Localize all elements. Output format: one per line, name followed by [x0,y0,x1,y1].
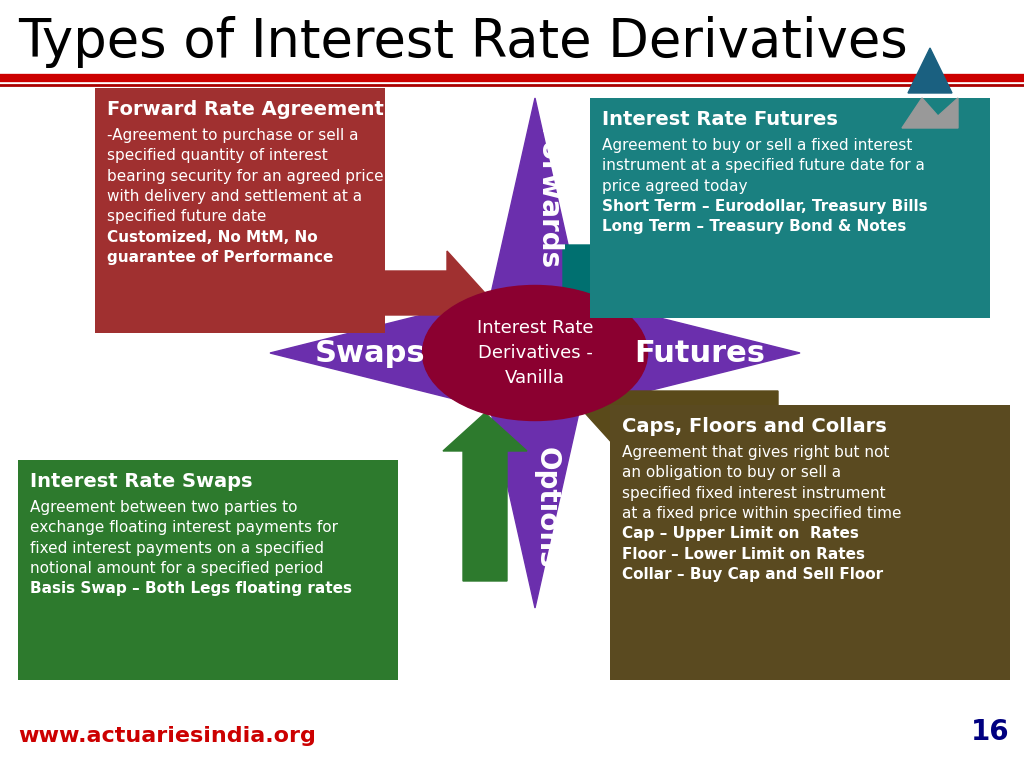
Text: specified fixed interest instrument: specified fixed interest instrument [622,485,886,501]
Text: Floor – Lower Limit on Rates: Floor – Lower Limit on Rates [622,547,865,561]
Polygon shape [543,245,627,413]
Text: notional amount for a specified period: notional amount for a specified period [30,561,324,576]
Text: 16: 16 [972,718,1010,746]
Text: guarantee of Performance: guarantee of Performance [106,250,334,265]
Text: at a fixed price within specified time: at a fixed price within specified time [622,506,901,521]
Text: Short Term – Eurodollar, Treasury Bills: Short Term – Eurodollar, Treasury Bills [602,199,928,214]
Text: Collar – Buy Cap and Sell Floor: Collar – Buy Cap and Sell Floor [622,567,883,582]
Polygon shape [585,371,778,455]
FancyBboxPatch shape [95,88,385,333]
Text: Types of Interest Rate Derivatives: Types of Interest Rate Derivatives [18,16,907,68]
Text: fixed interest payments on a specified: fixed interest payments on a specified [30,541,324,556]
Text: bearing security for an agreed price: bearing security for an agreed price [106,169,384,184]
Polygon shape [908,48,952,93]
Polygon shape [292,251,485,335]
Ellipse shape [423,286,647,421]
Text: Long Term – Treasury Bond & Notes: Long Term – Treasury Bond & Notes [602,220,906,234]
Text: Agreement to buy or sell a fixed interest: Agreement to buy or sell a fixed interes… [602,138,912,153]
Text: Forwards: Forwards [534,125,561,270]
Text: Futures: Futures [635,339,766,368]
Polygon shape [443,413,527,581]
Text: Agreement that gives right but not: Agreement that gives right but not [622,445,890,460]
Text: Basis Swap – Both Legs floating rates: Basis Swap – Both Legs floating rates [30,581,352,597]
Text: Customized, No MtM, No: Customized, No MtM, No [106,230,317,245]
Polygon shape [270,98,800,608]
Text: Interest Rate Futures: Interest Rate Futures [602,110,838,129]
Text: specified future date: specified future date [106,210,266,224]
Text: Cap – Upper Limit on  Rates: Cap – Upper Limit on Rates [622,526,859,541]
Text: Interest Rate Swaps: Interest Rate Swaps [30,472,253,491]
Text: an obligation to buy or sell a: an obligation to buy or sell a [622,465,841,480]
Text: Caps, Floors and Collars: Caps, Floors and Collars [622,417,887,436]
Text: exchange floating interest payments for: exchange floating interest payments for [30,521,338,535]
Text: specified quantity of interest: specified quantity of interest [106,148,328,164]
Text: with delivery and settlement at a: with delivery and settlement at a [106,189,362,204]
FancyBboxPatch shape [18,460,398,680]
Text: Options: Options [534,447,561,569]
Text: www.actuariesindia.org: www.actuariesindia.org [18,726,315,746]
Text: Interest Rate
Derivatives -
Vanilla: Interest Rate Derivatives - Vanilla [477,319,593,387]
Text: price agreed today: price agreed today [602,179,748,194]
FancyBboxPatch shape [590,98,990,318]
Text: -Agreement to purchase or sell a: -Agreement to purchase or sell a [106,128,358,143]
Text: Swaps: Swaps [314,339,425,368]
Polygon shape [902,98,958,128]
Text: instrument at a specified future date for a: instrument at a specified future date fo… [602,158,925,174]
Text: Agreement between two parties to: Agreement between two parties to [30,500,298,515]
FancyBboxPatch shape [610,405,1010,680]
Text: Forward Rate Agreement: Forward Rate Agreement [106,100,384,119]
